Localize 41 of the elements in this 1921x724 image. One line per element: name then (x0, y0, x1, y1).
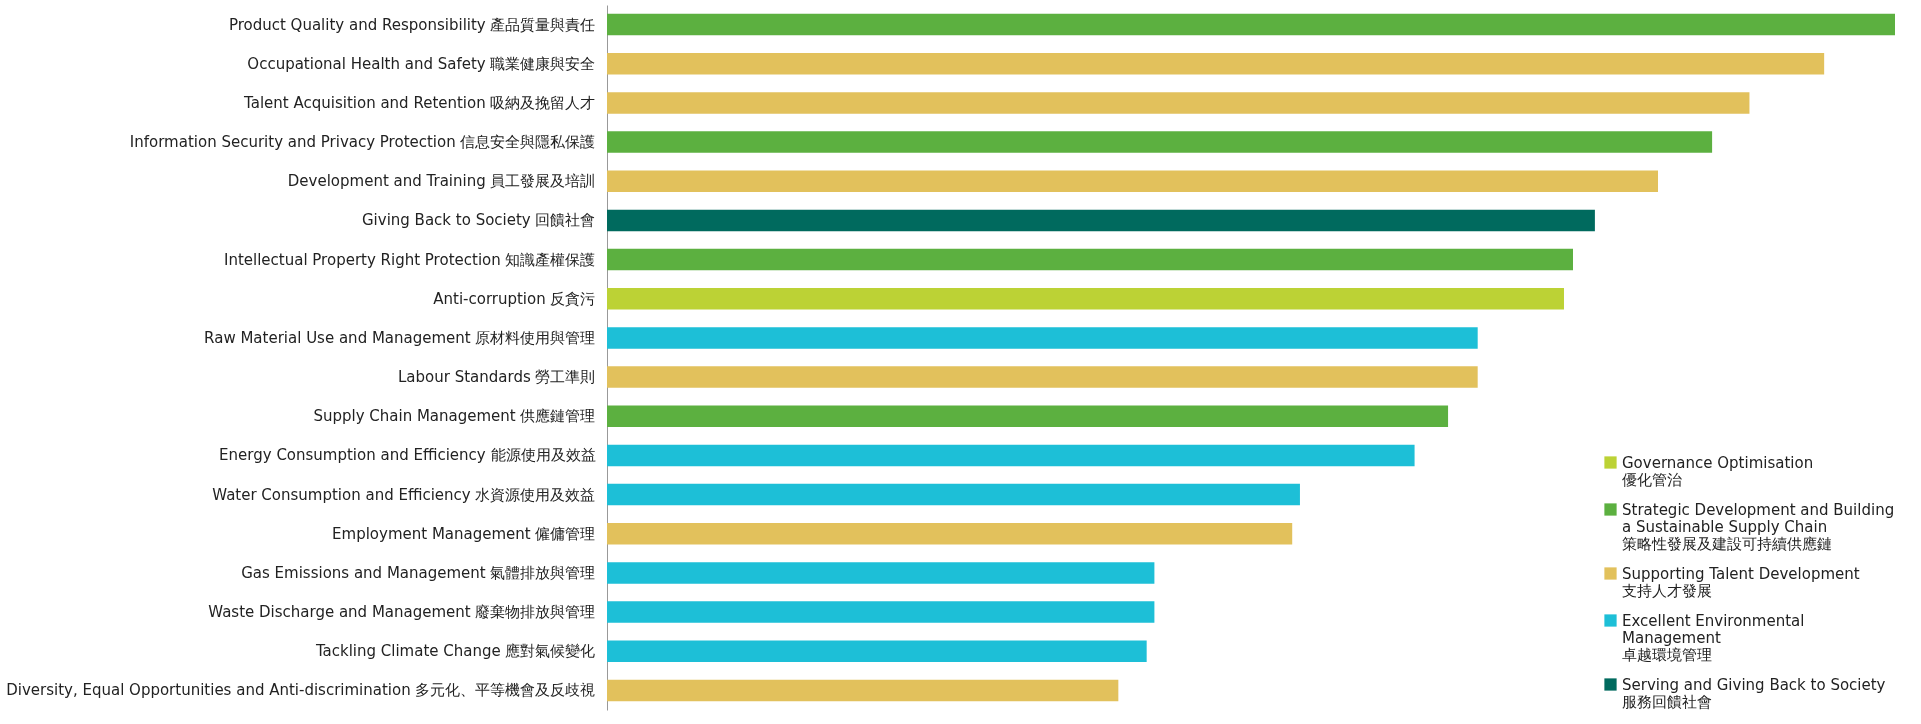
y-tick-label: Anti-corruption 反貪污 (433, 289, 596, 308)
bar (607, 131, 1713, 153)
bar (607, 13, 1895, 36)
y-tick-label: Labour Standards 勞工準則 (397, 368, 596, 387)
bar (607, 170, 1659, 193)
bar (607, 483, 1300, 506)
legend-label: Excellent Environmental Management 卓越環境管理 (1622, 611, 1805, 664)
bar (607, 405, 1449, 428)
y-tick-label: Diversity, Equal Opportunities and Anti-discrimination 多元化、平等機會及反歧視 (6, 681, 596, 700)
bar (607, 640, 1147, 663)
y-tick-label: Development and Training 員工發展及培訓 (287, 172, 596, 191)
legend-label: Governance Optimisation 優化管治 (1622, 453, 1814, 489)
bar (607, 92, 1750, 114)
y-tick-label: Product Quality and Responsibility 產品質量與責任 (228, 15, 596, 34)
y-tick-label: Intellectual Property Right Protection 知識產權保護 (223, 250, 596, 269)
bar (607, 679, 1119, 702)
bar (607, 209, 1595, 232)
bar (607, 601, 1155, 623)
y-tick-label: Water Consumption and Efficiency 水資源使用及效益 (212, 485, 596, 504)
bar (607, 52, 1825, 75)
bar (607, 444, 1415, 467)
bar (607, 562, 1155, 584)
legend-label: Supporting Talent Development 支持人才發展 (1622, 564, 1860, 600)
y-tick-label: Gas Emissions and Management 氣體排放與管理 (241, 563, 596, 582)
y-tick-label: Tackling Climate Change 應對氣候變化 (314, 642, 596, 661)
y-tick-label: Supply Chain Management 供應鏈管理 (313, 407, 596, 426)
y-tick-label: Energy Consumption and Efficiency 能源使用及效益 (219, 446, 596, 465)
legend-label: Serving and Giving Back to Society 服務回饋社會 (1622, 675, 1886, 711)
y-tick-label: Waste Discharge and Management 廢棄物排放與管理 (208, 603, 596, 622)
bar (607, 287, 1564, 310)
legend-label: Strategic Development and Building a Sustainable Supply Chain 策略性發展及建設可持續供應鏈 (1622, 500, 1895, 553)
y-tick-label: Talent Acquisition and Retention 吸納及挽留人才 (243, 93, 596, 112)
bar (607, 366, 1478, 388)
y-tick-label: Employment Management 僱傭管理 (332, 524, 596, 543)
y-tick-label: Occupational Health and Safety 職業健康與安全 (247, 54, 596, 73)
bar (607, 522, 1293, 545)
bar (607, 327, 1478, 349)
y-tick-label: Information Security and Privacy Protection 信息安全與隱私保護 (129, 133, 596, 152)
bar (607, 248, 1573, 271)
y-tick-label: Giving Back to Society 回饋社會 (361, 211, 596, 230)
y-tick-label: Raw Material Use and Management 原材料使用與管理 (204, 328, 596, 347)
